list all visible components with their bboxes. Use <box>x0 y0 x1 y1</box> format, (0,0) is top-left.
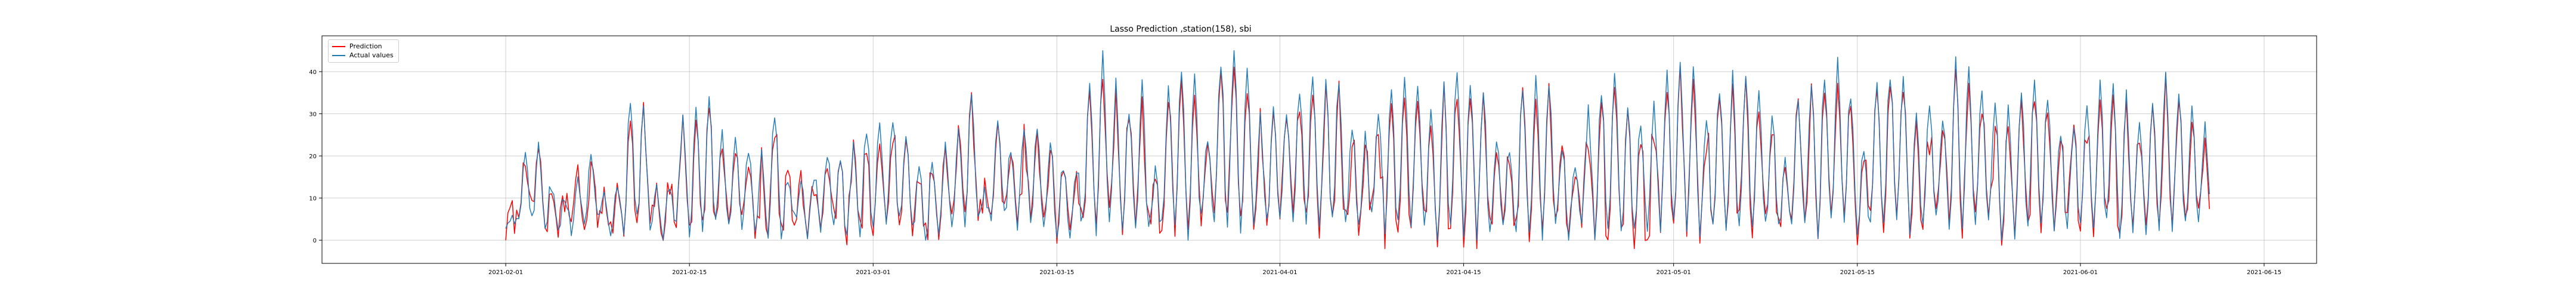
x-tick-label: 2021-02-01 <box>488 269 523 276</box>
y-tick-label: 40 <box>309 69 317 76</box>
x-tick-label: 2021-06-01 <box>2063 269 2098 276</box>
x-tick-label: 2021-03-01 <box>856 269 890 276</box>
chart-legend: Prediction Actual values <box>328 39 399 63</box>
series-line-actual <box>505 50 2210 241</box>
series-lines <box>505 50 2210 250</box>
legend-item-prediction: Prediction <box>332 42 394 51</box>
chart-title: Lasso Prediction ,station(158), sbi <box>1110 24 1252 34</box>
x-tick-label: 2021-03-15 <box>1039 269 1074 276</box>
x-tick-label: 2021-06-15 <box>2247 269 2281 276</box>
legend-swatch-prediction <box>332 45 345 47</box>
plot-frame <box>321 35 2317 264</box>
x-tick-label: 2021-04-01 <box>1262 269 1297 276</box>
y-tick-label: 10 <box>309 196 317 202</box>
x-tick-label: 2021-02-15 <box>672 269 707 276</box>
legend-swatch-actual <box>332 54 345 56</box>
y-tick-label: 30 <box>309 112 317 118</box>
x-tick-label: 2021-04-15 <box>1447 269 1481 276</box>
legend-label-actual: Actual values <box>349 51 394 59</box>
x-tick-label: 2021-05-15 <box>1840 269 1875 276</box>
legend-label-prediction: Prediction <box>349 42 382 50</box>
axes <box>319 35 2317 266</box>
y-tick-label: 20 <box>309 153 317 160</box>
tick-labels: 2021-02-01 2021-02-15 2021-03-01 2021-03-15… <box>309 69 2281 276</box>
y-tick-label: 0 <box>313 238 317 244</box>
x-tick-label: 2021-05-01 <box>1657 269 1691 276</box>
legend-item-actual: Actual values <box>332 51 394 60</box>
